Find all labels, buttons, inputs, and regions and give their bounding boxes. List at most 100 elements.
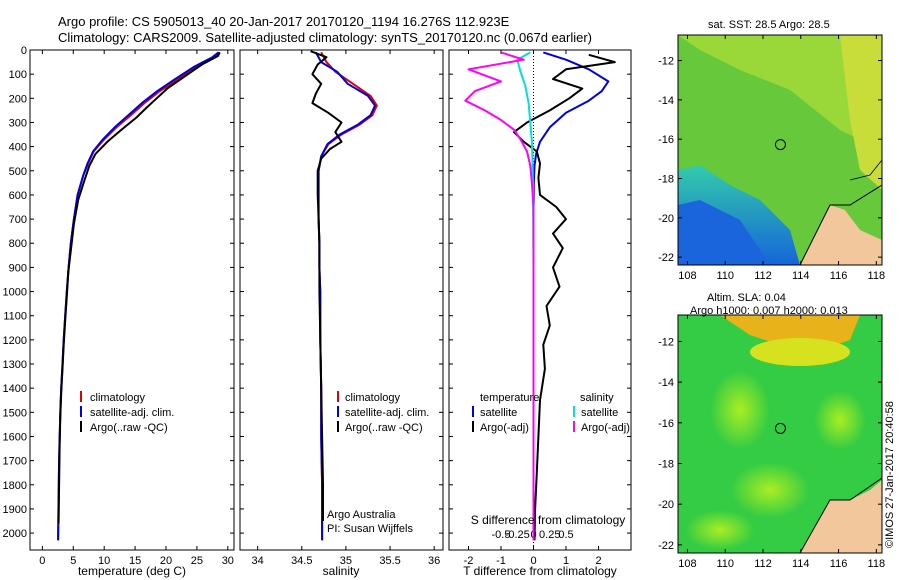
y-tick-label: 1600 [3,431,27,443]
y-tick-label: 500 [9,166,27,178]
y-tick-label: 600 [9,190,27,202]
t-difference-xlabel: T difference from climatology [463,564,617,578]
map-x-tick-label: 116 [830,270,848,282]
temperature-xlabel: temperature (deg C) [78,564,186,578]
note-pi: PI: Susan Wijffels [327,523,413,535]
sst-map [677,34,883,266]
x-tick-label: 30 [222,555,234,567]
y-tick-label: 700 [9,214,27,226]
x-tick-label: 35 [340,555,352,567]
map-y-tick-label: -12 [658,56,674,68]
note-argo-australia: Argo Australia [327,509,396,521]
map-y-tick-label: -16 [658,134,674,146]
legend-argo: Argo(..raw -QC) [90,422,168,434]
s-difference-xlabel: S difference from climatology [471,513,626,527]
difference-panel [448,49,632,551]
difference-legend: temperature salinity satellite Argo(-adj… [472,392,630,434]
x-tick-label: 5 [70,555,76,567]
map-x-tick-label: 108 [678,558,696,570]
y-tick-label: 1900 [3,504,27,516]
x-tick-label: 35.5 [379,555,400,567]
legend-title-temperature: temperature [480,392,539,404]
x-tick-label: 36 [428,555,440,567]
legend-climatology: climatology [345,392,401,404]
s-tick-label: -0.25 [505,529,530,541]
legend-climatology: climatology [90,392,146,404]
s-tick-label: 0.5 [558,529,573,541]
y-tick-label: 300 [9,117,27,129]
map-x-tick-label: 110 [716,558,734,570]
salinity-panel [239,49,444,551]
map-x-tick-label: 118 [868,558,886,570]
map-y-tick-label: -20 [658,499,674,511]
map-x-tick-label: 112 [754,558,772,570]
map-x-tick-label: 118 [868,270,886,282]
sst-map-title: sat. SST: 28.5 Argo: 28.5 [708,19,830,31]
legend-s-satellite: satellite [581,407,618,419]
map-x-tick-label: 108 [678,270,696,282]
salinity-xlabel: salinity [323,564,360,578]
y-tick-label: 1800 [3,480,27,492]
x-tick-label: 15 [129,555,141,567]
salinity-legend: climatology satellite-adj. clim. Argo(..… [337,391,429,434]
x-tick-label: 20 [160,555,172,567]
legend-argo: Argo(..raw -QC) [345,422,423,434]
map-y-tick-label: -18 [658,458,674,470]
sla-map-title: Altim. SLA: 0.04 [707,292,786,304]
map-x-tick-label: 112 [754,270,772,282]
x-tick-label: -2 [464,555,474,567]
series-argo-raw-qc- [57,51,221,524]
legend-satellite-adj: satellite-adj. clim. [345,407,429,419]
y-tick-label: 900 [9,262,27,274]
map-y-tick-label: -18 [658,174,674,186]
x-tick-label: 34.5 [291,555,312,567]
legend-t-argo: Argo(-adj) [480,422,529,434]
x-tick-label: 34 [252,555,264,567]
x-tick-label: -1 [496,555,506,567]
series-argo-raw-qc- [310,50,343,521]
map-y-tick-label: -16 [658,418,674,430]
map-y-tick-label: -20 [658,213,674,225]
argo-position-marker [774,139,786,151]
map-y-tick-label: -22 [658,252,674,264]
legend-s-argo: Argo(-adj) [581,422,630,434]
y-tick-label: 1500 [3,407,27,419]
sst-map-axes: 108 110 112 114 116 118 -12 -14 -16 -18 -20 -22 [658,35,885,282]
x-tick-label: 0 [39,555,45,567]
y-tick-label: 1100 [3,311,27,323]
y-tick-label: 200 [9,93,27,105]
temperature-plot: 0 5 10 15 20 25 300100200300400500600700800900… [3,45,234,567]
salinity-plot: 34 34.5 35 35.5 36 [240,49,443,567]
y-tick-label: 800 [9,238,27,250]
temperature-panel [29,49,235,551]
series-t-argo-adj- [513,53,616,541]
y-tick-label: 2000 [3,528,27,540]
map-x-tick-label: 110 [716,270,734,282]
series-s-argo-adj- [464,51,535,541]
x-tick-label: 0 [530,555,536,567]
x-tick-label: 1 [563,555,569,567]
title-line-2: Climatology: CARS2009. Satellite-adjuste… [58,30,593,45]
map-y-tick-label: -22 [658,540,674,552]
map-x-tick-label: 114 [792,270,810,282]
s-tick-label: -0.5 [492,529,511,541]
imos-credit: ©IMOS 27-Jan-2017 20:40:58 [884,401,896,548]
title-line-1: Argo profile: CS 5905013_40 20-Jan-2017 … [58,14,510,29]
legend-t-satellite: satellite [480,407,517,419]
y-tick-label: 1300 [3,359,27,371]
x-tick-label: 25 [191,555,203,567]
map-x-tick-label: 114 [792,558,810,570]
y-tick-label: 1200 [3,335,27,347]
y-tick-label: 0 [21,45,27,57]
sla-map [677,314,883,554]
legend-title-salinity: salinity [580,392,614,404]
x-tick-label: 10 [98,555,110,567]
map-y-tick-label: -12 [658,336,674,348]
map-y-tick-label: -14 [658,95,674,107]
temperature-legend: climatology satellite-adj. clim. Argo(..… [80,391,174,434]
sla-map-subtitle: Argo h1000: 0.007 h2000: 0.013 [690,305,848,317]
difference-plot: -2 -1 0 1 2-0.5-0.25 0 0.250.5 [449,49,631,567]
y-tick-label: 1700 [3,456,27,468]
map-y-tick-label: -14 [658,377,674,389]
